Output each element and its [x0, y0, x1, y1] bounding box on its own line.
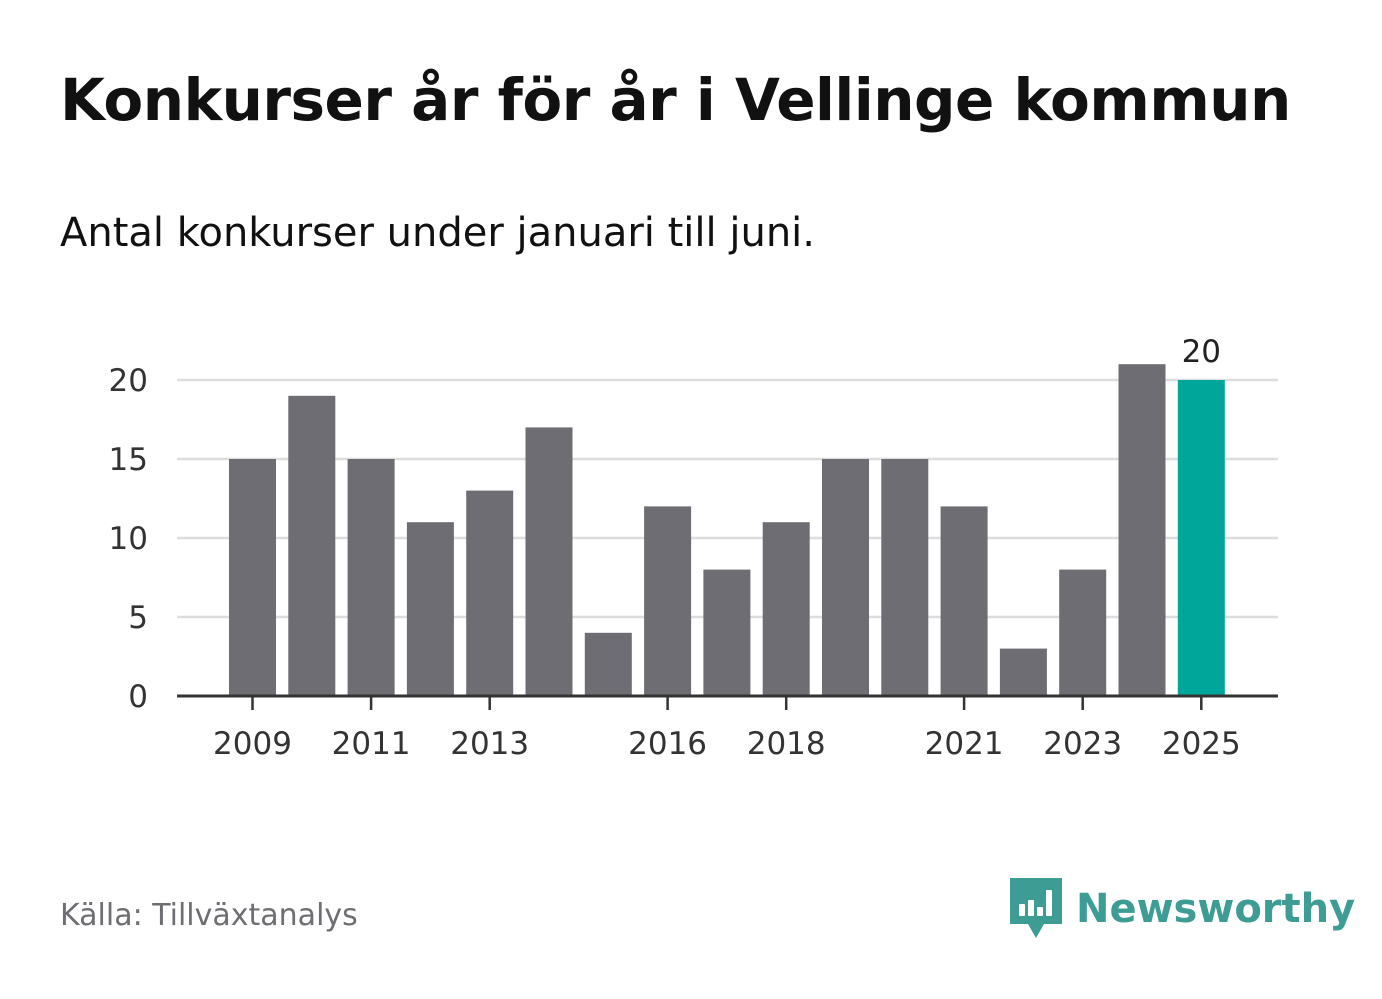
y-tick-label: 5: [128, 600, 148, 636]
y-tick-label: 10: [109, 521, 148, 557]
x-tick-label: 2023: [1043, 726, 1122, 762]
labels: 0 5 10 15 20 2009 2011 2013 2016 2018 2021 2023 2025…: [109, 334, 1241, 762]
bar-2021: [940, 506, 988, 696]
newsworthy-logo-icon: [1010, 878, 1062, 938]
bar-2012: [406, 522, 454, 696]
brand-name: Newsworthy: [1076, 886, 1356, 932]
bar-2016: [644, 506, 692, 696]
bar-2023: [1059, 569, 1107, 696]
x-tick-label: 2021: [925, 726, 1004, 762]
bar-2018: [762, 522, 810, 696]
x-tick-label: 2016: [628, 726, 707, 762]
x-tick-label: 2025: [1162, 726, 1241, 762]
bar-2011: [347, 459, 395, 696]
bar-2017: [703, 569, 751, 696]
data-label-2025: 20: [1182, 334, 1221, 370]
x-tick-label: 2013: [450, 726, 529, 762]
brand-logo: Newsworthy: [1010, 878, 1355, 940]
axes: [177, 694, 1278, 710]
bar-2024: [1118, 364, 1166, 696]
y-tick-label: 20: [109, 363, 148, 399]
x-tick-label: 2018: [747, 726, 826, 762]
chart-title: Konkurser år för år i Vellinge kommun: [60, 66, 1291, 134]
bar-2014: [525, 427, 573, 696]
source-note: Källa: Tillväxtanalys: [60, 898, 358, 933]
x-tick-label: 2011: [332, 726, 411, 762]
bar-2010: [288, 395, 336, 696]
bar-2025: [1177, 380, 1225, 696]
y-tick-label: 0: [128, 679, 148, 715]
bar-2015: [584, 632, 632, 696]
x-tick-label: 2009: [213, 726, 292, 762]
bar-2022: [999, 648, 1047, 696]
bar-2009: [229, 459, 276, 696]
chart-subtitle: Antal konkurser under januari till juni.: [60, 210, 815, 256]
bars: [229, 364, 1225, 696]
bar-chart: 0 5 10 15 20 2009 2011 2013 2016 2018 2021 2023 2025…: [109, 334, 1278, 762]
bar-2019: [822, 459, 869, 696]
y-tick-label: 15: [109, 442, 148, 478]
bar-2020: [881, 459, 929, 696]
bar-2013: [466, 490, 514, 696]
